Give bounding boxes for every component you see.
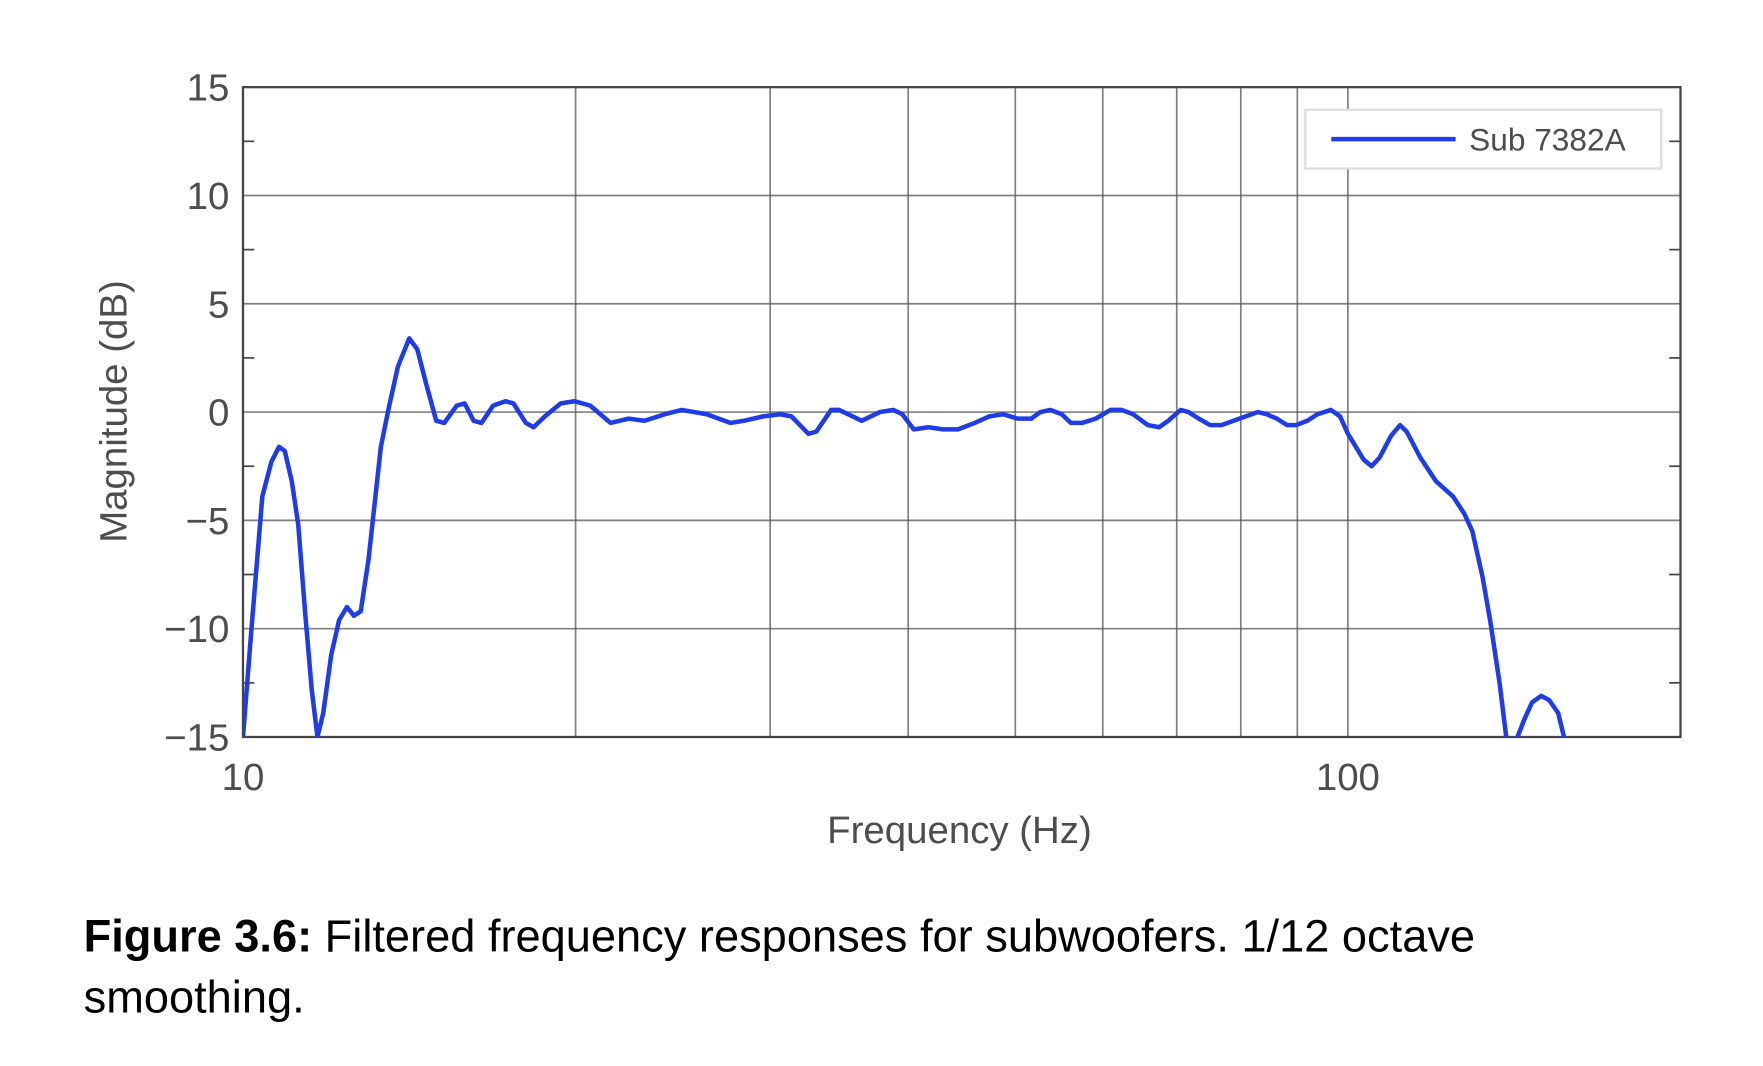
plot-frame — [241, 86, 1682, 739]
x-axis-label: Frequency (Hz) — [827, 809, 1092, 852]
caption: Figure 3.6: Filtered frequency responses… — [84, 911, 1475, 1023]
y-tick-label: 5 — [208, 283, 229, 326]
x-tick-label: 10 — [222, 756, 265, 799]
caption-label: Figure 3.6: — [84, 911, 313, 962]
y-tick-label: −5 — [186, 500, 230, 543]
caption-text: Filtered frequency responses for subwoof… — [312, 911, 1475, 962]
data-line — [242, 336, 1567, 737]
legend: Sub 7382A — [1304, 108, 1663, 170]
y-axis-label: Magnitude (dB) — [93, 280, 136, 543]
y-tick-label: −10 — [164, 608, 229, 651]
caption-text-2: smoothing. — [84, 972, 305, 1023]
y-tick-label: 10 — [187, 175, 230, 218]
y-tick-label: 0 — [208, 392, 229, 435]
y-tick-label: −15 — [164, 717, 229, 760]
y-tick-label: 15 — [187, 67, 230, 110]
x-tick-label: 100 — [1316, 756, 1380, 799]
legend-label: Sub 7382A — [1469, 121, 1626, 157]
